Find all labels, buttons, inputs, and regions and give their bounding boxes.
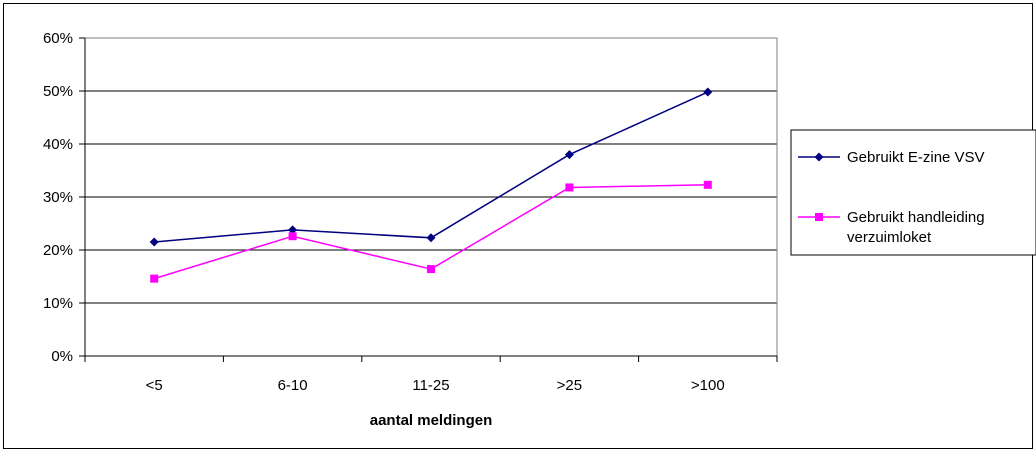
y-tick-labels: 0% 10% 20% 30% 40% 50% 60% — [43, 30, 73, 365]
data-point — [288, 232, 297, 241]
data-point — [426, 233, 436, 243]
y-tick-label: 50% — [43, 83, 73, 100]
y-tick-label: 20% — [43, 242, 73, 259]
x-tick-label: >100 — [691, 377, 725, 394]
legend-marker — [814, 152, 824, 162]
legend-marker — [815, 213, 823, 221]
data-point — [150, 274, 159, 283]
data-point — [564, 150, 574, 160]
data-point — [703, 87, 713, 97]
axes — [79, 37, 778, 362]
x-axis-title: aantal meldingen — [370, 412, 493, 429]
x-tick-label: <5 — [146, 377, 163, 394]
series-line — [153, 184, 708, 280]
series-1 — [149, 87, 713, 247]
data-point — [565, 183, 574, 192]
x-tick-labels: <5 6-10 11-25 >25 >100 — [146, 377, 725, 394]
legend-box — [790, 129, 1036, 256]
legend: Gebruikt E-zine VSV Gebruikt handleiding v… — [790, 129, 1036, 256]
y-tick-label: 40% — [43, 136, 73, 153]
series-layer — [149, 87, 713, 283]
data-point — [149, 237, 159, 247]
gridlines — [85, 37, 777, 304]
series-2 — [150, 180, 712, 283]
x-tick-label: 6-10 — [278, 377, 308, 394]
y-tick-label: 0% — [51, 348, 73, 365]
data-point — [288, 225, 298, 235]
data-point — [427, 265, 435, 274]
legend-label: Gebruikt E-zine VSV — [847, 149, 985, 166]
y-tick-label: 30% — [43, 189, 73, 206]
data-point — [703, 180, 712, 189]
legend-label: Gebruikt handleiding verzuimloket — [847, 209, 985, 246]
x-tick-label: >25 — [557, 377, 582, 394]
x-tick-label: 11-25 — [412, 377, 449, 394]
y-tick-label: 10% — [43, 295, 73, 312]
series-line — [154, 91, 709, 243]
y-tick-label: 60% — [43, 30, 73, 47]
